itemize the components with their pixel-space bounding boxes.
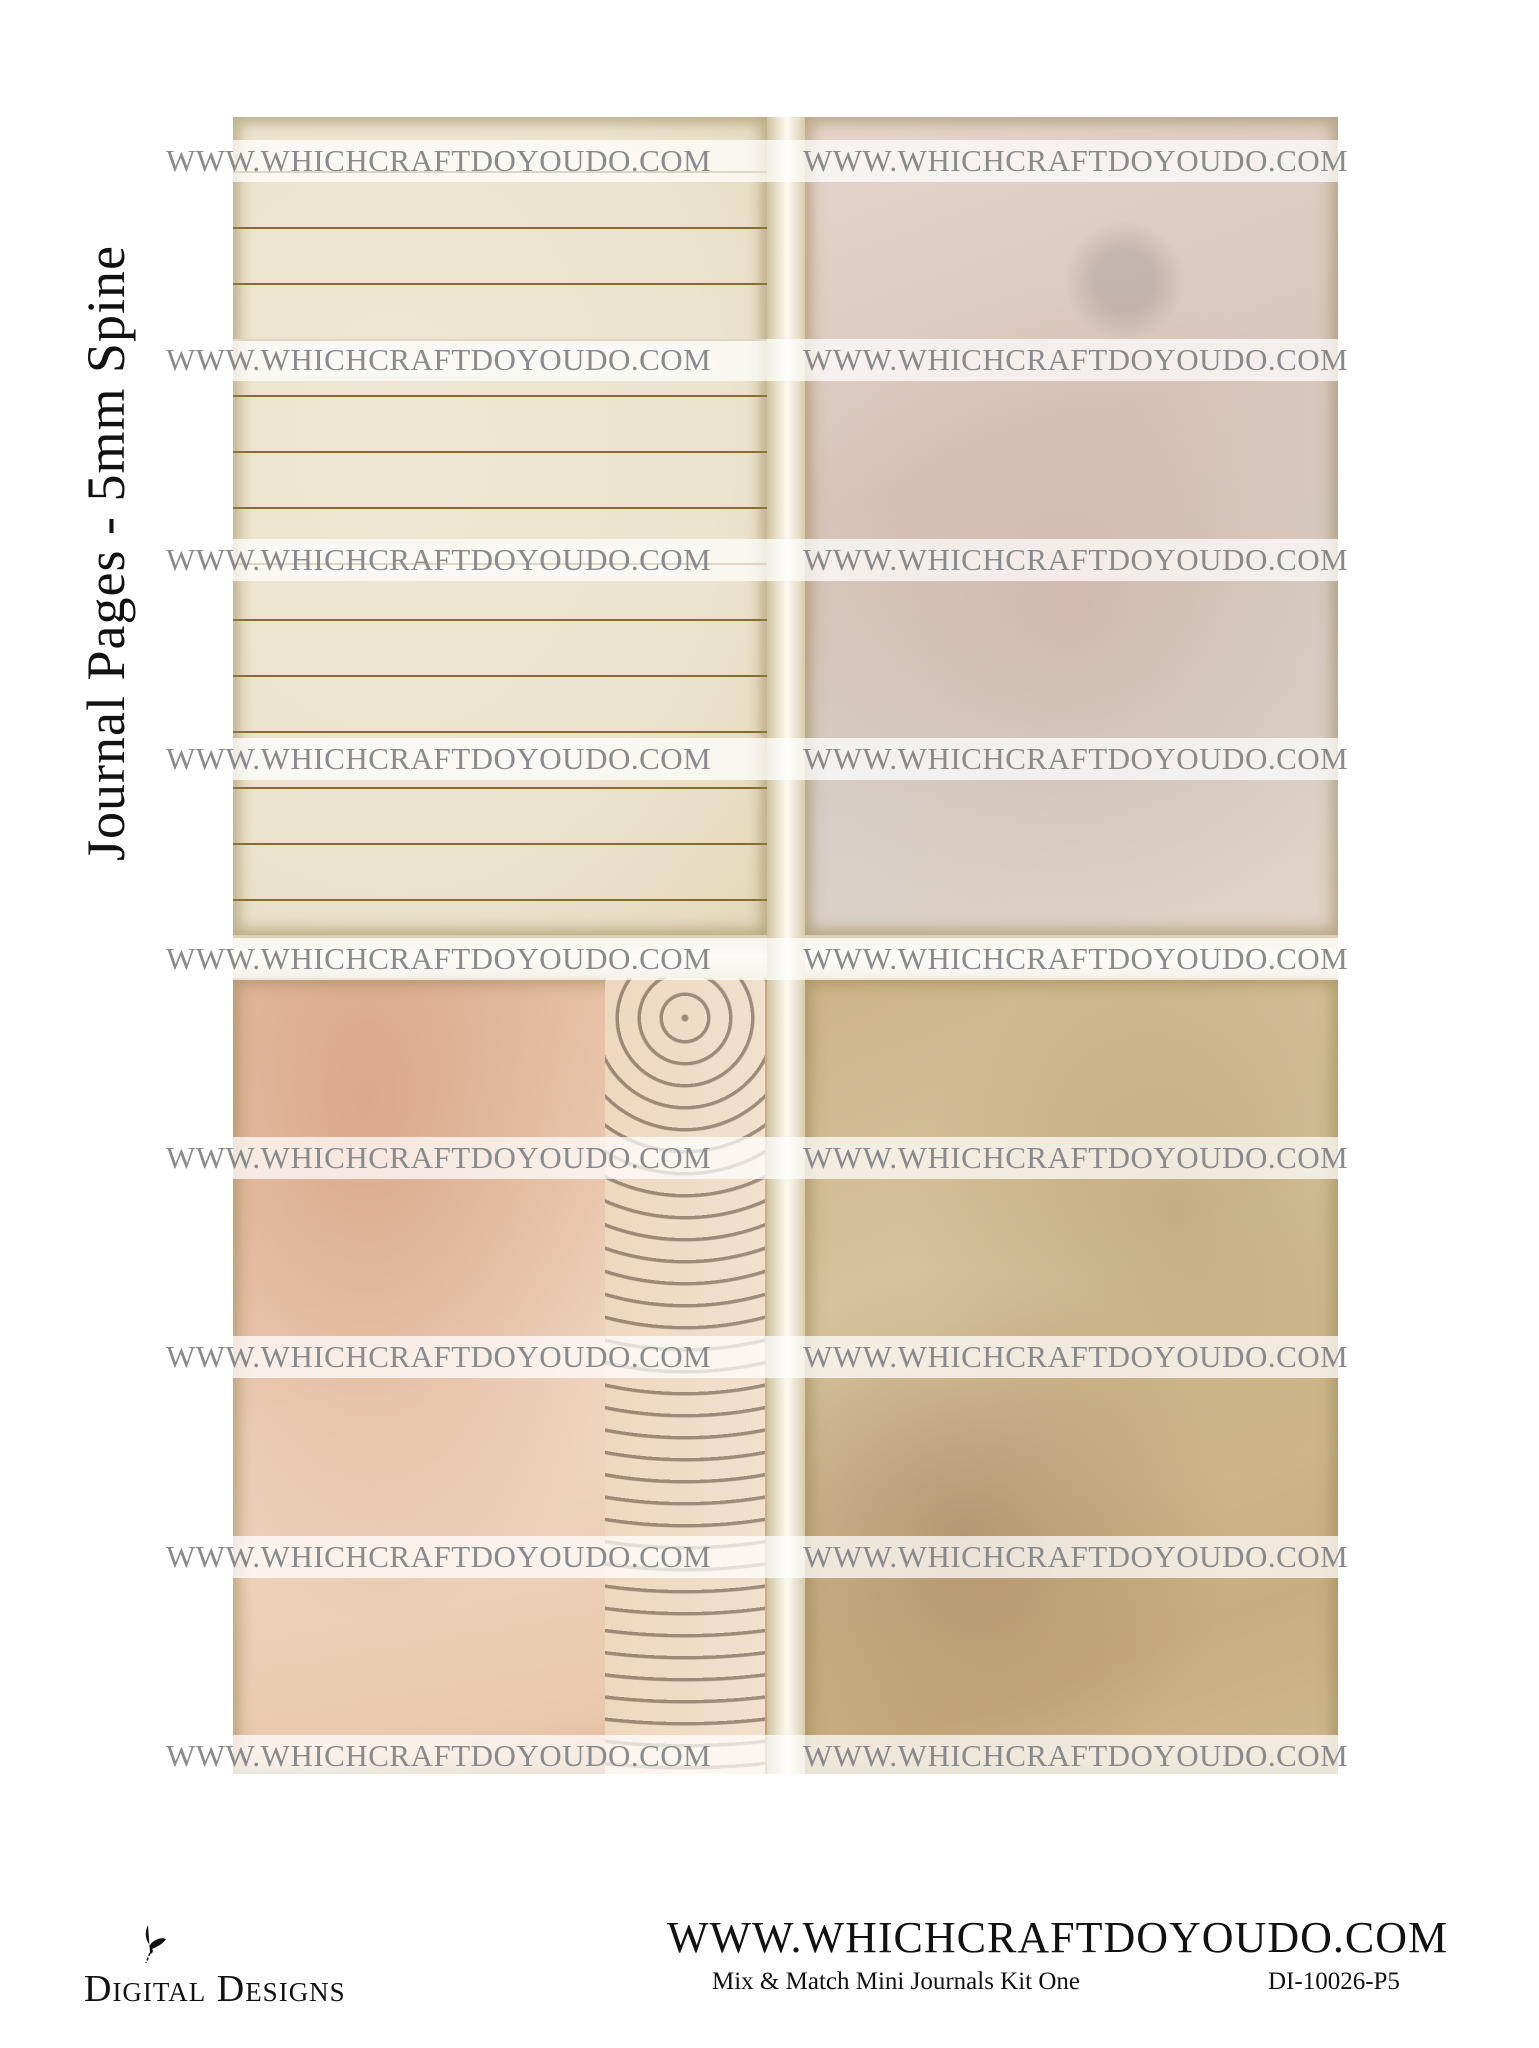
journal-page-top-left	[233, 117, 767, 935]
watermark-text: WWW.WHICHCRAFTDOYOUDO.COM	[166, 1339, 712, 1375]
product-code: DI-10026-P5	[1268, 1968, 1400, 1995]
butterfly-icon	[145, 1925, 166, 1963]
watermark-text: WWW.WHICHCRAFTDOYOUDO.COM	[166, 741, 712, 777]
watermark-text: WWW.WHICHCRAFTDOYOUDO.COM	[166, 1140, 712, 1175]
watermark-band	[233, 538, 1338, 581]
watermark-text: WWW.WHICHCRAFTDOYOUDO.COM	[803, 541, 1349, 577]
watermark-text: WWW.WHICHCRAFTDOYOUDO.COM	[803, 1339, 1349, 1375]
watermark-text: WWW.WHICHCRAFTDOYOUDO.COM	[166, 1738, 712, 1774]
watermark-band	[233, 738, 1338, 781]
watermark-text: WWW.WHICHCRAFTDOYOUDO.COM	[166, 342, 712, 378]
watermark-text: WWW.WHICHCRAFTDOYOUDO.COM	[166, 541, 712, 577]
journal-page-top-right	[805, 117, 1338, 935]
footer-url: WWW.WHICHCRAFTDOYOUDO.COM	[667, 1913, 1449, 1962]
watermark-text: WWW.WHICHCRAFTDOYOUDO.COM	[166, 940, 712, 976]
watermark-text: WWW.WHICHCRAFTDOYOUDO.COM	[803, 1738, 1349, 1774]
watermark-band	[233, 1336, 1338, 1379]
logo-text: Digital Designs	[84, 1968, 346, 2010]
watermark-band	[233, 1735, 1338, 1778]
watermark-text: WWW.WHICHCRAFTDOYOUDO.COM	[803, 741, 1349, 777]
watermark-band	[233, 339, 1338, 382]
watermark-text: WWW.WHICHCRAFTDOYOUDO.COM	[803, 342, 1349, 378]
watermark-text: WWW.WHICHCRAFTDOYOUDO.COM	[803, 143, 1349, 178]
page-title: Journal Pages - 5mm Spine	[76, 245, 136, 861]
watermark-text: WWW.WHICHCRAFTDOYOUDO.COM	[803, 1140, 1349, 1175]
watermark-band	[233, 140, 1338, 182]
watermark-text: WWW.WHICHCRAFTDOYOUDO.COM	[803, 940, 1349, 976]
watermark-text: WWW.WHICHCRAFTDOYOUDO.COM	[803, 1538, 1349, 1574]
watermark-text: WWW.WHICHCRAFTDOYOUDO.COM	[166, 143, 712, 178]
watermark-text: WWW.WHICHCRAFTDOYOUDO.COM	[166, 1538, 712, 1574]
kit-name: Mix & Match Mini Journals Kit One	[712, 1968, 1081, 1995]
watermark-band	[233, 1137, 1338, 1179]
watermark-band	[233, 937, 1338, 980]
watermark-band	[233, 1535, 1338, 1578]
